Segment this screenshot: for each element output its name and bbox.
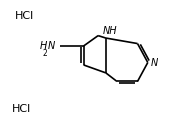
Text: H: H	[39, 41, 47, 51]
Text: N: N	[151, 58, 158, 68]
Text: NH: NH	[103, 26, 117, 36]
Text: HCl: HCl	[15, 11, 34, 21]
Text: HCl: HCl	[12, 104, 31, 114]
Text: N: N	[48, 41, 55, 51]
Text: 2: 2	[42, 50, 47, 58]
